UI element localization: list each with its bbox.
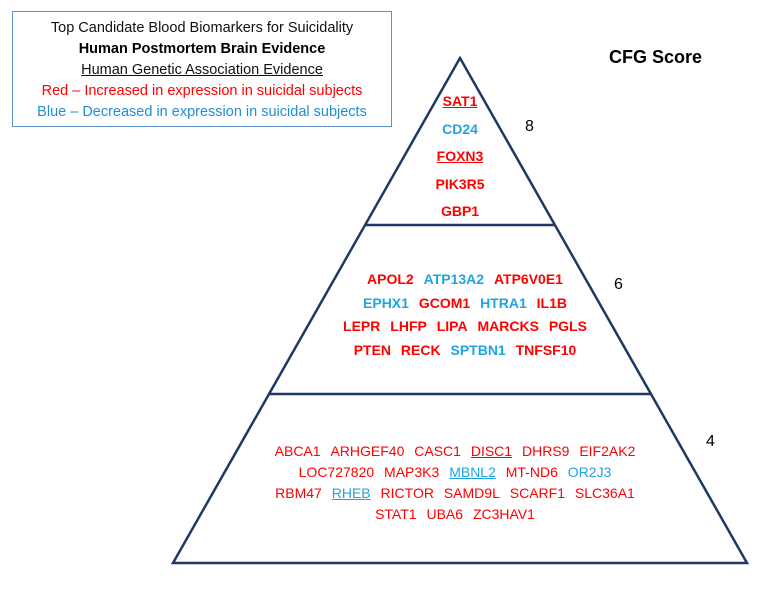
gene-row: LOC727820 MAP3K3 MBNL2 MT-ND6 OR2J3 [230,462,680,483]
gene-label: PTEN [353,341,392,358]
legend-box: Top Candidate Blood Biomarkers for Suici… [12,11,392,127]
gene-label: EPHX1 [363,294,409,311]
gene-label: ATP13A2 [423,271,485,287]
legend-brain-evidence: Human Postmortem Brain Evidence [78,41,326,57]
gene-label: DHRS9 [521,443,570,459]
tier-score-6: 6 [614,276,623,293]
tier-score-8: 8 [525,118,534,135]
gene-label: RICTOR [380,485,434,501]
gene-label: LHFP [390,318,427,334]
gene-label: SAT1 [442,93,478,109]
gene-row: LEPR LHFP LIPA MARCKS PGLS [320,315,610,339]
gene-label: PIK3R5 [435,175,485,192]
gene-label: RHEB [331,485,371,501]
gene-row: PTEN RECK SPTBN1 TNFSF10 [320,339,610,363]
gene-label: ZC3HAV1 [472,506,535,522]
gene-row: ABCA1 ARHGEF40 CASC1 DISC1 DHRS9 EIF2AK2 [230,441,680,462]
gene-row: PIK3R5 [380,171,540,199]
legend-increased: Red – Increased in expression in suicida… [41,83,363,99]
gene-label: HTRA1 [480,294,527,311]
gene-label: TNFSF10 [515,341,577,358]
gene-label: MBNL2 [449,464,496,480]
legend-genetic-evidence: Human Genetic Association Evidence [81,62,323,78]
gene-label: RBM47 [275,485,322,501]
gene-label: UBA6 [426,506,464,522]
gene-label: IL1B [536,294,567,311]
gene-label: OR2J3 [567,464,612,480]
tier-top-genes: SAT1 CD24 FOXN3 PIK3R5 GBP1 [380,88,540,226]
gene-row: GBP1 [380,198,540,226]
gene-label: LIPA [436,318,468,334]
tier-score-4: 4 [706,433,715,450]
legend-title: Top Candidate Blood Biomarkers for Suici… [50,20,354,36]
gene-label: MARCKS [477,318,539,334]
gene-label: DISC1 [470,443,513,459]
gene-label: PGLS [548,318,587,334]
gene-row: APOL2 ATP13A2 ATP6V0E1 [320,268,610,292]
pyramid-outline [170,55,750,565]
gene-label: CASC1 [414,443,461,459]
gene-label: GBP1 [440,203,480,219]
gene-label: ABCA1 [274,443,321,459]
gene-label: EIF2AK2 [579,443,636,459]
cfg-score-header: CFG Score [609,47,703,67]
gene-label: FOXN3 [436,148,484,164]
gene-label: LOC727820 [298,464,375,480]
gene-label: RECK [400,341,441,358]
gene-label: GCOM1 [418,294,471,311]
legend-decreased: Blue – Decreased in expression in suicid… [37,104,367,120]
gene-row: CD24 [380,116,540,144]
tier-bottom-genes: ABCA1 ARHGEF40 CASC1 DISC1 DHRS9 EIF2AK2… [230,441,680,525]
gene-label: SCARF1 [509,485,565,501]
gene-label: SPTBN1 [450,341,506,358]
gene-label: CD24 [442,120,478,137]
gene-row: EPHX1 GCOM1 HTRA1 IL1B [320,292,610,316]
tier-middle-genes: APOL2 ATP13A2 ATP6V0E1 EPHX1 GCOM1 HTRA1 … [320,268,610,362]
gene-label: SAMD9L [443,485,500,501]
gene-label: STAT1 [375,506,417,522]
gene-label: APOL2 [367,271,414,287]
gene-row: SAT1 [380,88,540,116]
gene-label: ATP6V0E1 [493,271,563,287]
gene-row: FOXN3 [380,143,540,171]
gene-label: MAP3K3 [384,464,440,480]
gene-label: SLC36A1 [574,485,635,501]
gene-row: RBM47 RHEB RICTOR SAMD9L SCARF1 SLC36A1 [230,483,680,504]
gene-label: LEPR [343,318,381,334]
gene-label: ARHGEF40 [330,443,405,459]
gene-row: STAT1 UBA6 ZC3HAV1 [230,504,680,525]
gene-label: MT-ND6 [505,464,558,480]
